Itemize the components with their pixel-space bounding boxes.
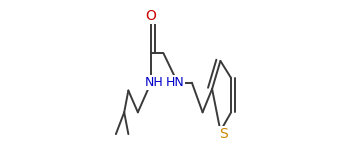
Text: HN: HN <box>165 76 184 89</box>
Text: O: O <box>145 9 156 23</box>
Text: S: S <box>219 127 228 141</box>
Text: NH: NH <box>145 76 163 89</box>
